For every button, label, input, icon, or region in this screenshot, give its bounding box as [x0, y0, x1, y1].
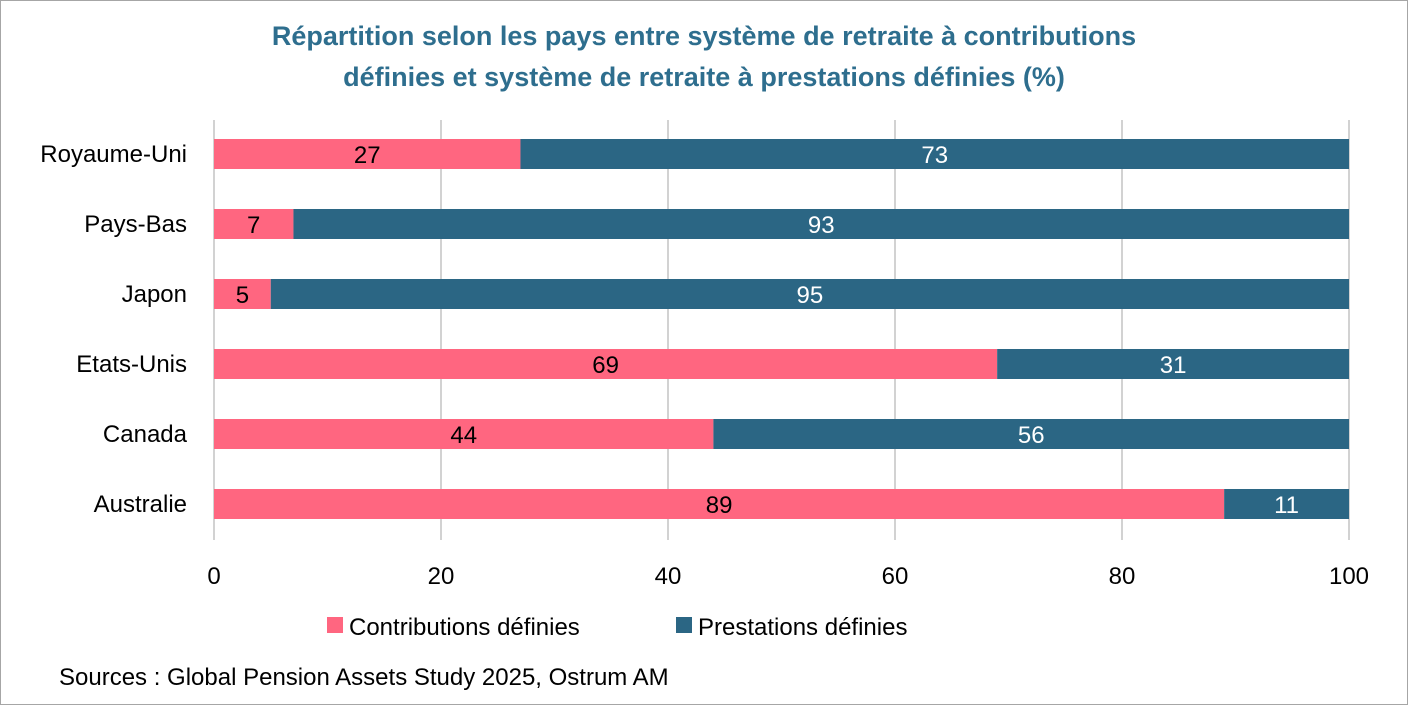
- source-note: Sources : Global Pension Assets Study 20…: [59, 664, 669, 691]
- chart-title-line-2: définies et système de retraite à presta…: [343, 62, 1065, 92]
- category-label: Royaume-Uni: [40, 141, 187, 168]
- data-label: 27: [354, 142, 381, 169]
- bar-segment: [270, 279, 1349, 309]
- x-tick-label: 20: [428, 563, 455, 590]
- data-label: 95: [797, 282, 824, 309]
- data-label: 73: [921, 142, 948, 169]
- bar-segment: [713, 419, 1349, 449]
- bar-segment: [214, 139, 521, 169]
- x-tick-label: 40: [655, 563, 682, 590]
- data-label: 69: [592, 352, 619, 379]
- bar-segment: [214, 419, 714, 449]
- data-label: 7: [247, 212, 260, 239]
- legend-swatch-contributions: [327, 617, 343, 633]
- legend-label-contributions: Contributions définies: [349, 614, 580, 641]
- data-label: 56: [1018, 422, 1045, 449]
- bar-segment: [214, 349, 998, 379]
- legend-label-prestations: Prestations définies: [698, 614, 907, 641]
- bar-segment: [214, 209, 294, 239]
- bar-segment: [1224, 489, 1349, 519]
- category-label: Etats-Unis: [76, 351, 187, 378]
- bar-segment: [214, 279, 271, 309]
- data-label: 31: [1160, 352, 1187, 379]
- category-label: Canada: [103, 421, 188, 448]
- bar-segment: [214, 489, 1225, 519]
- x-tick-label: 100: [1329, 563, 1369, 590]
- data-label: 44: [450, 422, 477, 449]
- x-tick-label: 60: [882, 563, 909, 590]
- bar-segment: [293, 209, 1350, 239]
- bar-segment: [520, 139, 1349, 169]
- data-label: 5: [236, 282, 249, 309]
- category-label: Australie: [94, 491, 187, 518]
- bar-segment: [997, 349, 1349, 379]
- x-tick-label: 80: [1109, 563, 1136, 590]
- category-label: Pays-Bas: [84, 211, 187, 238]
- data-label: 93: [808, 212, 835, 239]
- chart-title-line-1: Répartition selon les pays entre système…: [272, 21, 1136, 51]
- data-label: 89: [706, 492, 733, 519]
- category-label: Japon: [122, 281, 187, 308]
- data-label: 11: [1274, 492, 1299, 519]
- legend-swatch-prestations: [676, 617, 692, 633]
- x-tick-label: 0: [207, 563, 220, 590]
